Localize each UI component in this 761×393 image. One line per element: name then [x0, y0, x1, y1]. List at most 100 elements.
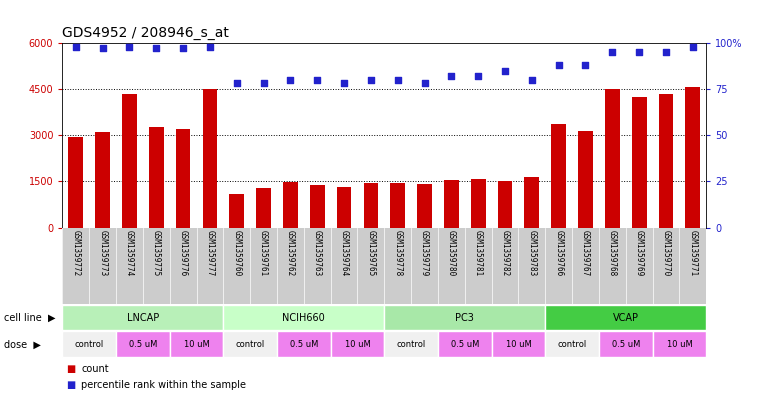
Bar — [492, 331, 545, 357]
Text: GSM1359763: GSM1359763 — [313, 230, 322, 276]
Text: GSM1359769: GSM1359769 — [635, 230, 644, 276]
Bar — [256, 187, 271, 228]
Point — [285, 77, 297, 83]
Point — [607, 49, 619, 55]
Point — [633, 49, 645, 55]
Text: 0.5 uM: 0.5 uM — [451, 340, 479, 349]
Text: 10 uM: 10 uM — [183, 340, 209, 349]
Point — [257, 80, 269, 86]
Bar — [578, 130, 593, 228]
Bar — [224, 305, 384, 331]
Text: GSM1359772: GSM1359772 — [72, 230, 81, 276]
Text: percentile rank within the sample: percentile rank within the sample — [81, 380, 247, 390]
Text: GSM1359768: GSM1359768 — [608, 230, 617, 276]
Point — [686, 43, 699, 50]
Text: GDS4952 / 208946_s_at: GDS4952 / 208946_s_at — [62, 26, 229, 40]
Bar — [444, 180, 459, 228]
Bar — [364, 183, 378, 228]
Text: GSM1359774: GSM1359774 — [125, 230, 134, 276]
Point — [204, 43, 216, 50]
Text: dose  ▶: dose ▶ — [4, 339, 40, 349]
Bar — [551, 125, 566, 228]
Text: control: control — [396, 340, 425, 349]
Bar — [524, 177, 540, 228]
Text: GSM1359770: GSM1359770 — [661, 230, 670, 276]
Bar — [546, 331, 599, 357]
Point — [392, 77, 404, 83]
Text: GSM1359782: GSM1359782 — [501, 230, 510, 276]
Text: GSM1359760: GSM1359760 — [232, 230, 241, 276]
Text: GSM1359783: GSM1359783 — [527, 230, 537, 276]
Text: 10 uM: 10 uM — [345, 340, 371, 349]
Bar — [546, 305, 706, 331]
Bar — [686, 88, 700, 228]
Point — [660, 49, 672, 55]
Bar — [170, 331, 224, 357]
Bar — [390, 183, 405, 228]
Text: count: count — [81, 364, 109, 375]
Text: GSM1359779: GSM1359779 — [420, 230, 429, 276]
Point — [472, 73, 484, 79]
Point — [338, 80, 350, 86]
Text: GSM1359781: GSM1359781 — [473, 230, 482, 276]
Bar — [122, 94, 137, 228]
Text: GSM1359762: GSM1359762 — [286, 230, 295, 276]
Text: 0.5 uM: 0.5 uM — [290, 340, 318, 349]
Bar — [202, 89, 218, 228]
Text: GSM1359766: GSM1359766 — [554, 230, 563, 276]
Text: 0.5 uM: 0.5 uM — [129, 340, 157, 349]
Text: GSM1359777: GSM1359777 — [205, 230, 215, 276]
Bar — [658, 94, 673, 228]
Bar — [149, 127, 164, 228]
Text: cell line  ▶: cell line ▶ — [4, 312, 56, 323]
Point — [579, 62, 591, 68]
Bar — [330, 331, 384, 357]
Bar — [471, 179, 486, 228]
Bar — [62, 331, 116, 357]
Point — [445, 73, 457, 79]
Text: control: control — [558, 340, 587, 349]
Point — [231, 80, 243, 86]
Point — [552, 62, 565, 68]
Point — [70, 43, 82, 50]
Text: LNCAP: LNCAP — [127, 312, 159, 323]
Bar — [336, 187, 352, 228]
Text: 10 uM: 10 uM — [505, 340, 531, 349]
Bar — [599, 331, 653, 357]
Text: ■: ■ — [66, 380, 75, 390]
Text: GSM1359780: GSM1359780 — [447, 230, 456, 276]
Bar — [283, 182, 298, 228]
Bar — [95, 132, 110, 228]
Bar — [653, 331, 706, 357]
Point — [177, 45, 189, 51]
Point — [150, 45, 162, 51]
Bar — [384, 305, 545, 331]
Bar — [498, 181, 512, 228]
Text: GSM1359767: GSM1359767 — [581, 230, 590, 276]
Point — [311, 77, 323, 83]
Bar — [62, 305, 224, 331]
Point — [419, 80, 431, 86]
Bar — [310, 185, 325, 228]
Bar — [632, 97, 647, 228]
Text: GSM1359771: GSM1359771 — [688, 230, 697, 276]
Text: GSM1359761: GSM1359761 — [259, 230, 268, 276]
Text: 10 uM: 10 uM — [667, 340, 693, 349]
Bar — [224, 331, 277, 357]
Bar — [229, 194, 244, 228]
Bar — [438, 331, 492, 357]
Bar — [176, 129, 190, 228]
Bar — [417, 184, 432, 228]
Text: GSM1359765: GSM1359765 — [366, 230, 375, 276]
Point — [123, 43, 135, 50]
Point — [365, 77, 377, 83]
Point — [499, 67, 511, 73]
Bar — [68, 137, 83, 228]
Bar — [116, 331, 170, 357]
Bar — [277, 331, 331, 357]
Bar — [384, 331, 438, 357]
Text: control: control — [75, 340, 103, 349]
Text: GSM1359775: GSM1359775 — [151, 230, 161, 276]
Text: NCIH660: NCIH660 — [282, 312, 325, 323]
Text: ■: ■ — [66, 364, 75, 375]
